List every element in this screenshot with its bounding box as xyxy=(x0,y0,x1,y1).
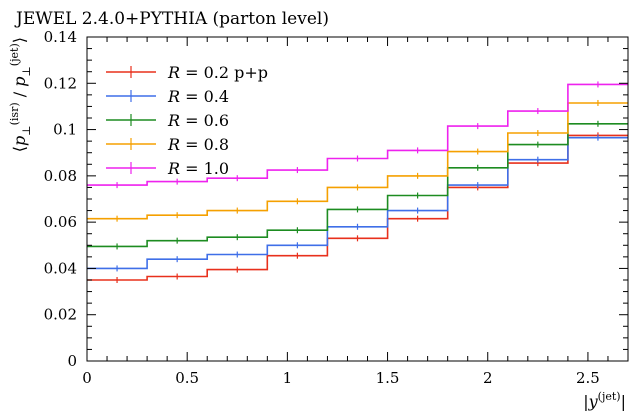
series-layer xyxy=(87,81,628,283)
x-axis: 0 0.5 1 1.5 2 2.5 xyxy=(82,37,609,387)
plot-frame xyxy=(86,36,629,362)
y-tick-label: 0.14 xyxy=(44,28,77,46)
x-tick-label: 1 xyxy=(283,369,293,387)
series-2 xyxy=(87,120,628,250)
legend-item: R = 0.8 xyxy=(106,135,229,154)
legend-item: R = 0.6 xyxy=(106,111,229,130)
y-tick-label: 0.04 xyxy=(44,259,77,277)
series-3 xyxy=(87,99,628,222)
y-axis: 0 0.02 0.04 0.06 0.08 0.1 0.12 0.14 xyxy=(44,28,628,370)
legend-label: R = 0.6 xyxy=(167,111,229,130)
legend-label: R = 1.0 xyxy=(167,159,229,178)
x-tick-label: 1.5 xyxy=(376,369,400,387)
legend-item: R = 0.2 p+p xyxy=(106,63,268,82)
x-axis-label: |y(jet)| xyxy=(583,390,626,411)
y-tick-label: 0.1 xyxy=(53,121,77,139)
legend: R = 0.2 p+p R = 0.4 R = 0.6 R = 0.8 R = 1.0 xyxy=(106,63,268,178)
y-axis-label: ⟨p⊥(isr) / p⊥(jet)⟩ xyxy=(8,37,33,152)
legend-item: R = 1.0 xyxy=(106,159,229,178)
series-4 xyxy=(87,81,628,189)
x-tick-label: 0 xyxy=(82,369,92,387)
y-tick-label: 0 xyxy=(67,352,77,370)
y-tick-label: 0.12 xyxy=(44,74,77,92)
legend-label: R = 0.4 xyxy=(167,87,229,106)
legend-label: R = 0.2 p+p xyxy=(167,63,268,82)
y-tick-label: 0.02 xyxy=(44,306,77,324)
x-tick-label: 2 xyxy=(483,369,493,387)
y-tick-label: 0.06 xyxy=(44,213,77,231)
x-tick-label: 0.5 xyxy=(175,369,199,387)
legend-item: R = 0.4 xyxy=(106,87,229,106)
chart-title: JEWEL 2.4.0+PYTHIA (parton level) xyxy=(14,9,329,29)
legend-label: R = 0.8 xyxy=(167,135,229,154)
plot-area: 0 0.5 1 1.5 2 2.5 0 0.02 0.04 0.06 0.08 0.1 0.12 0.1… xyxy=(44,28,629,387)
y-tick-label: 0.08 xyxy=(44,167,77,185)
x-tick-label: 2.5 xyxy=(576,369,600,387)
series-1 xyxy=(87,134,628,272)
